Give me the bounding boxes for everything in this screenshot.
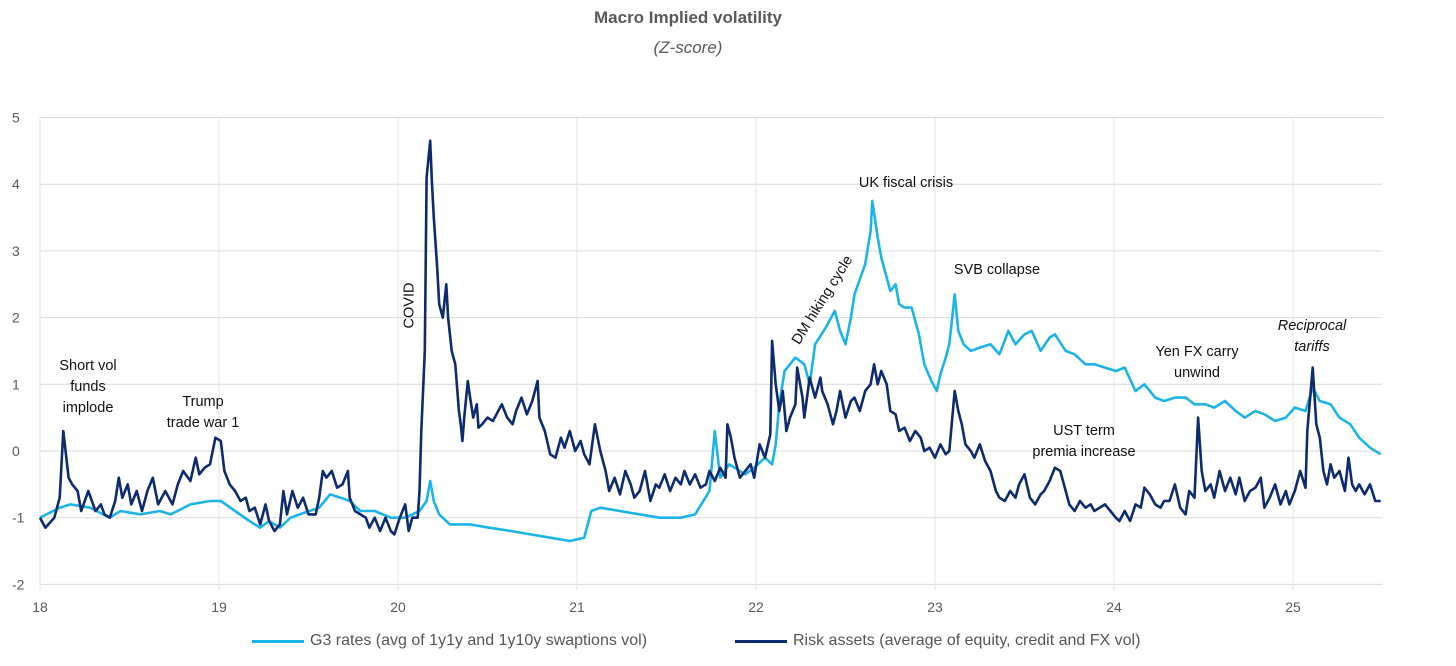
x-axis-ticks: 18 19 20 21 22 23 24 25 [32,599,1301,615]
annotation-line: unwind [1174,365,1220,381]
legend-item-g3-rates: G3 rates (avg of 1y1y and 1y10y swaption… [252,632,647,650]
y-tick-label: 2 [12,310,20,326]
x-tick-label: 21 [569,599,585,615]
x-tick-label: 18 [32,599,48,615]
annotation-line: UST term [1053,423,1115,439]
annotation-short-vol: Short vol funds implode [59,356,116,419]
legend-item-risk-assets: Risk assets (average of equity, credit a… [735,632,1140,650]
annotation-line: trade war 1 [166,415,240,431]
y-tick-label: 1 [12,376,20,392]
annotation-line: tariffs [1294,339,1330,355]
annotation-trump: Trump trade war 1 [167,392,240,434]
legend-swatch-g3-rates [252,639,304,643]
annotation-line: funds [70,379,106,395]
x-tick-label: 19 [211,599,227,615]
annotation-line: SVB collapse [953,262,1041,278]
y-tick-label: 3 [12,243,20,259]
series-line-g3-rates [39,199,1382,543]
annotation-svb: SVB collapse [954,260,1040,281]
annotation-ust: UST term premia increase [1032,421,1135,463]
series-line-risk-assets [38,139,1381,536]
y-tick-label: 4 [12,176,20,192]
legend-label: G3 rates (avg of 1y1y and 1y10y swaption… [310,632,648,649]
y-axis-ticks: 5 4 3 2 1 0 -1 -2 [12,110,25,593]
annotation-line: COVID [401,282,418,329]
x-tick-label: 22 [748,599,764,615]
annotation-uk-fiscal: UK fiscal crisis [859,173,953,194]
annotation-tariffs: Reciprocal tariffs [1278,316,1347,358]
y-tick-label: 5 [12,110,20,126]
chart-subtitle: (Z-score) [653,38,723,57]
legend-label: Risk assets (average of equity, credit a… [793,632,1141,649]
chart-title: Macro Implied volatility [594,8,782,27]
y-tick-label: -2 [12,576,25,592]
x-tick-label: 24 [1106,599,1122,615]
x-tick-label: 20 [390,599,406,615]
annotation-line: Trump [182,394,224,410]
y-tick-label: 0 [12,443,20,459]
annotation-line: implode [62,400,114,416]
series-lines [38,139,1382,543]
annotation-line: premia increase [1032,444,1136,460]
x-tick-label: 25 [1285,599,1301,615]
annotation-line: Short vol [59,358,117,374]
x-tick-label: 23 [927,599,943,615]
annotation-yen: Yen FX carry unwind [1155,342,1238,384]
legend-swatch-risk-assets [735,639,787,643]
gridlines [39,117,1383,591]
y-tick-label: -1 [12,510,25,526]
annotation-line: Reciprocal [1277,318,1347,334]
annotation-line: UK fiscal crisis [858,175,954,191]
annotation-line: Yen FX carry [1155,344,1239,360]
annotation-covid: COVID [400,283,421,329]
